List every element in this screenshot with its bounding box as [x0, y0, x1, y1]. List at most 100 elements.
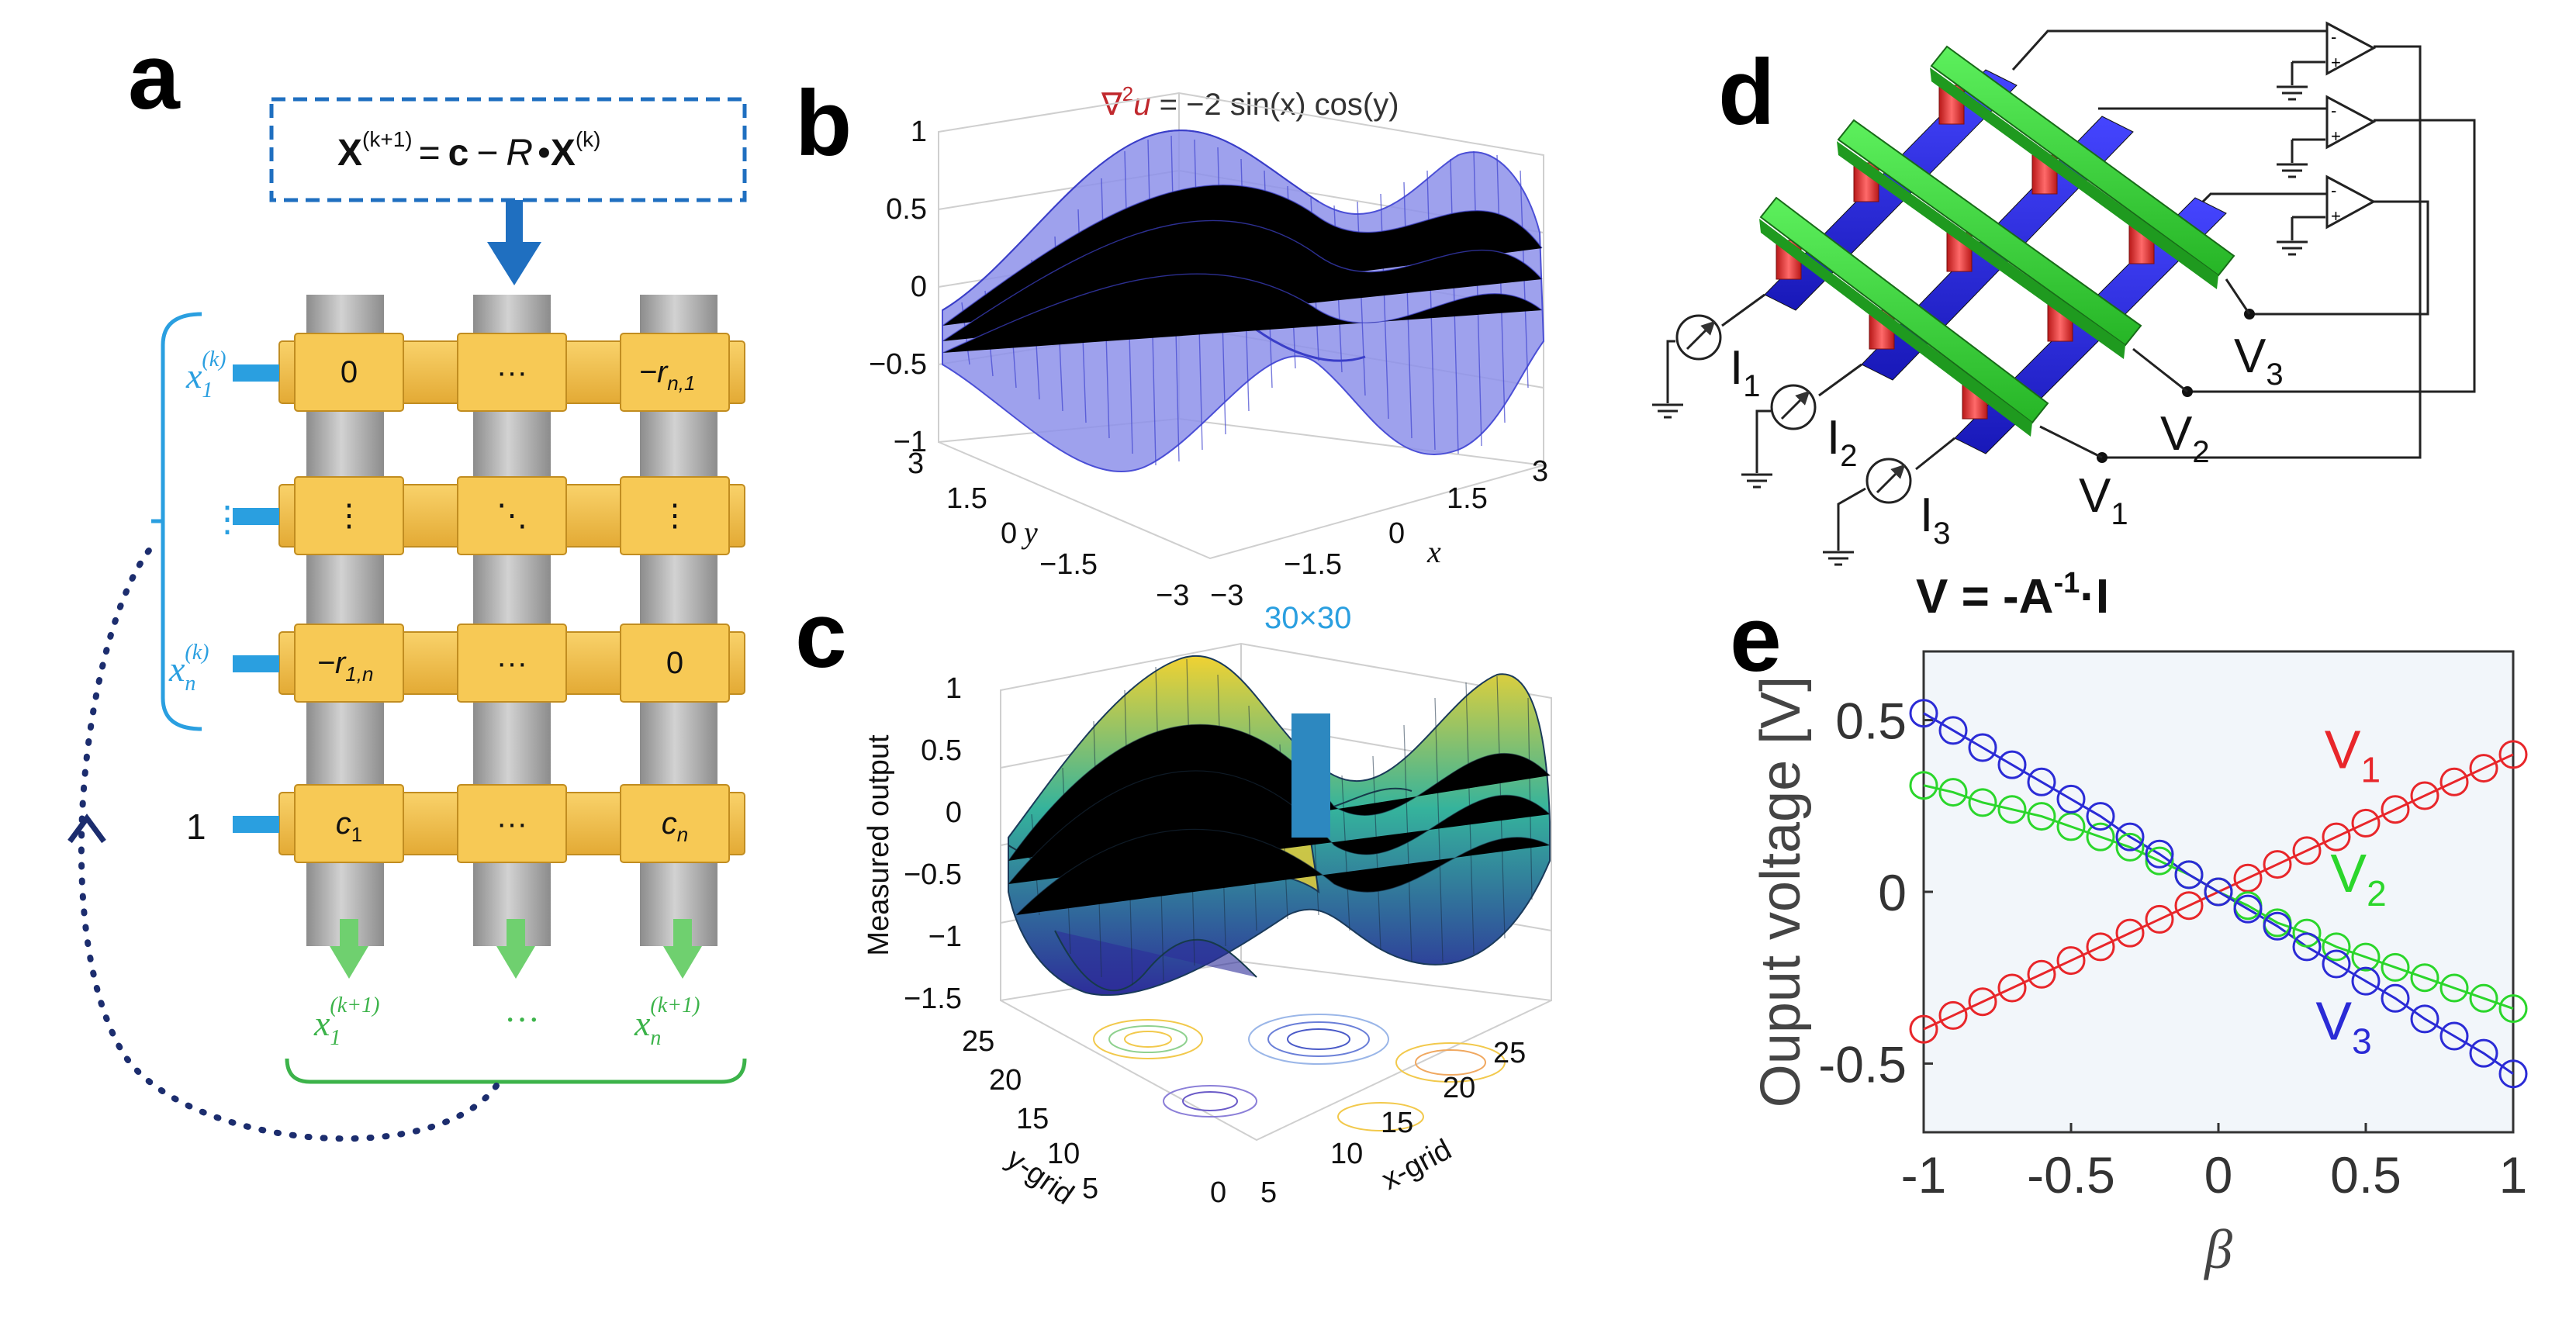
data-point-v2: [2145, 846, 2174, 876]
data-point-v1: [2439, 767, 2469, 796]
c-y-tick-3: 15: [1016, 1103, 1049, 1135]
cell-4-3: cn: [662, 807, 688, 846]
c-y-tick-6: 0: [1210, 1176, 1226, 1209]
data-point-v1: [2410, 781, 2439, 810]
c-z-tick-1: 1: [946, 672, 962, 705]
data-point-v3: [1909, 699, 1938, 728]
b-z-tick-5: −1: [894, 426, 927, 458]
c-z-tick-2: 0.5: [921, 734, 962, 767]
svg-text:+: +: [2331, 53, 2341, 72]
chart-y-tick-label: -0.5: [1818, 1035, 1907, 1093]
chart-xlabel: β: [2203, 1218, 2232, 1280]
b-y-tick-4: −1.5: [1039, 548, 1098, 581]
panel-c-wall: [1291, 713, 1330, 838]
data-point-v1: [1997, 973, 2027, 1003]
row-3: [278, 624, 745, 703]
output-xn: xn(k+1): [634, 993, 700, 1050]
panel-d: d - + - +: [1652, 21, 2476, 624]
b-x-tick-3: 0: [1388, 517, 1405, 550]
data-point-v3: [1938, 716, 1968, 745]
output-x1: x1(k+1): [313, 993, 379, 1050]
data-point-v1: [2027, 959, 2056, 989]
panel-label-e: e: [1730, 587, 1782, 691]
cell-1-1: 0: [341, 355, 358, 389]
svg-text:+: +: [2331, 126, 2341, 146]
data-point-v2: [2086, 822, 2115, 852]
row-1: [278, 333, 745, 412]
c-x-tick-3: 15: [1381, 1107, 1413, 1139]
data-point-v1: [2351, 808, 2381, 838]
svg-text:-: -: [2331, 101, 2336, 120]
data-point-v2: [1968, 788, 1997, 817]
input-x1: x1(k): [185, 347, 226, 402]
output-bracket: [285, 1058, 747, 1084]
input-bracket: [151, 312, 202, 731]
data-point-v3: [2115, 822, 2145, 852]
b-x-tick-2: −1.5: [1284, 548, 1342, 581]
row-4: [278, 784, 745, 863]
c-y-tick-4: 10: [1047, 1138, 1080, 1170]
panel-d-voltage-leads: [2039, 278, 2251, 459]
data-point-v2: [2410, 963, 2439, 993]
panel-b-title: ∇2u = −2 sin(x) cos(y): [1101, 82, 1399, 122]
b-y-tick-1: 3: [908, 447, 924, 480]
data-point-v3: [2351, 966, 2381, 996]
output-ellipsis: ···: [504, 1000, 540, 1039]
panel-d-opamps: - + - + - +: [2325, 21, 2377, 230]
chart-y-tick-label: 0: [1878, 864, 1907, 921]
b-x-tick-4: 1.5: [1447, 482, 1488, 515]
cell-3-3: 0: [666, 646, 683, 680]
data-point-v2: [2027, 802, 2056, 831]
data-point-v2: [2351, 942, 2381, 972]
chart-y-tick-label: 0.5: [1835, 693, 1907, 750]
c-z-tick-4: −0.5: [904, 858, 962, 891]
svg-text:-: -: [2331, 181, 2336, 200]
data-point-v3: [2145, 839, 2174, 869]
panel-c-surface: [1008, 655, 1551, 997]
panel-d-voltage-labels: V1 V2 V3: [2079, 330, 2284, 531]
cell-2-2: ⋱: [496, 499, 527, 533]
voltage-v2: V2: [2160, 407, 2210, 469]
panel-c-xlabel: x-grid: [1377, 1133, 1457, 1197]
panel-label-c: c: [795, 583, 847, 687]
data-point-v2: [2115, 832, 2145, 862]
chart-x-tick-label: 0.5: [2330, 1146, 2401, 1204]
c-x-tick-4: 20: [1443, 1072, 1475, 1104]
data-point-v2: [1909, 771, 1938, 800]
panel-label-d: d: [1718, 40, 1775, 144]
data-point-v3: [2086, 802, 2115, 831]
current-i2: I2: [1827, 411, 1857, 473]
panel-d-equation: V = -A-1·I: [1916, 567, 2109, 624]
data-point-v1: [1909, 1014, 1938, 1044]
voltage-v1: V1: [2079, 469, 2128, 531]
cell-2-3: ⋮: [659, 499, 690, 533]
panel-b-z-ticks: 1 0.5 0 −0.5 −1: [869, 116, 927, 458]
panel-c-x-ticks: 5 10 15 20 25: [1260, 1037, 1526, 1209]
c-y-tick-5: 5: [1082, 1173, 1098, 1205]
panel-d-green-bars: [1759, 45, 2235, 437]
panel-b-x-ticks: −3 −1.5 0 1.5 3: [1210, 455, 1548, 612]
data-point-v3: [1968, 733, 1997, 762]
data-point-v2: [2322, 932, 2351, 962]
data-point-v2: [1938, 778, 1968, 807]
c-y-tick-2: 20: [989, 1064, 1022, 1097]
data-point-v1: [2086, 932, 2115, 962]
b-z-tick-2: 0.5: [886, 193, 927, 226]
svg-text:+: +: [2331, 206, 2341, 226]
cell-4-2: ···: [496, 807, 527, 841]
row-input-labels: x1(k) ⋮ xn(k) 1: [168, 347, 245, 847]
svg-text:-: -: [2331, 27, 2336, 47]
output-labels: x1(k+1) ··· xn(k+1): [313, 993, 700, 1050]
data-point-v3: [2056, 784, 2086, 814]
chart-lines: [1923, 712, 2514, 1075]
iteration-equation: X(k+1) = c − R •X(k): [337, 127, 601, 174]
b-x-tick-5: 3: [1532, 455, 1548, 488]
data-point-v3: [2439, 1021, 2469, 1051]
data-point-v1: [2292, 836, 2322, 865]
input-xn: xn(k): [168, 641, 209, 696]
input-ellipsis: ⋮: [209, 499, 245, 539]
panel-d-wiring: [2011, 29, 2476, 459]
data-point-v3: [2292, 932, 2322, 962]
series-label-v3: V3: [2315, 990, 2371, 1061]
b-z-tick-4: −0.5: [869, 348, 927, 381]
